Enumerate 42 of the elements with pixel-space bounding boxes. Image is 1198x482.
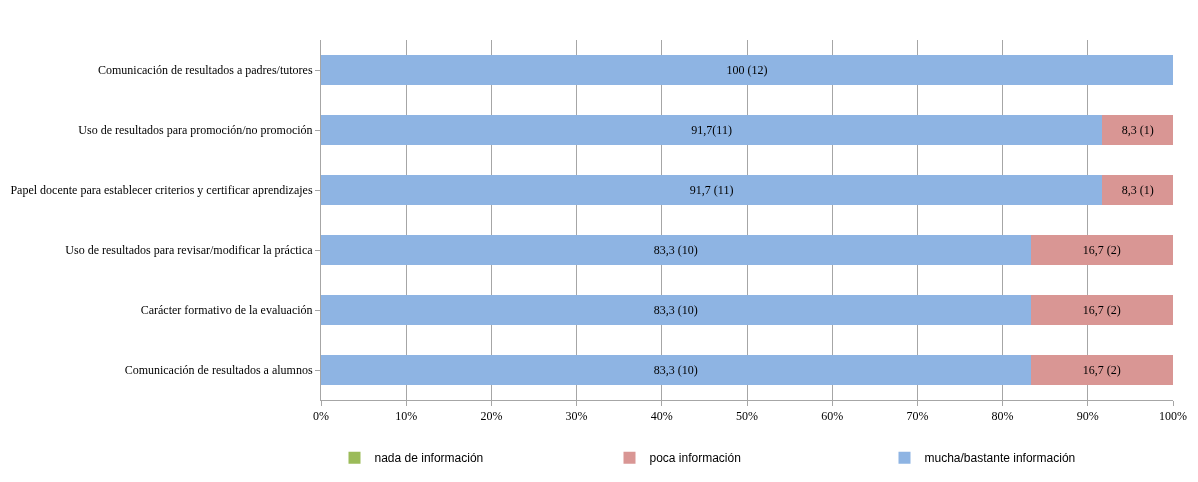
legend-label: nada de información [374,451,484,466]
data-label: 83,3 (10) [653,303,698,317]
x-tick-label: 10% [395,409,418,424]
bar [321,175,1103,205]
x-tick-label: 70% [906,409,929,424]
x-tick-label: 60% [821,409,844,424]
data-label: 16,7 (2) [1082,303,1121,317]
bar [1030,355,1173,385]
x-tick-label: 100% [1159,409,1187,424]
data-label: 91,7(11) [691,123,732,137]
bar [321,295,1031,325]
bar [1030,235,1173,265]
x-tick-label: 0% [313,409,329,424]
y-tick-label: Carácter formativo de la evaluación [140,303,313,318]
y-tick-label: Uso de resultados para promoción/no promoción [78,123,313,138]
legend-label: poca información [649,451,741,466]
y-tick-label: Comunicación de resultados a padres/tutores [97,63,313,78]
bar [321,235,1031,265]
x-tick-label: 80% [991,409,1014,424]
legend-label: mucha/bastante información [924,451,1076,466]
bar [321,355,1031,385]
data-label: 8,3 (1) [1121,123,1154,137]
data-label: 91,7 (11) [689,183,734,197]
y-tick-label: Comunicación de resultados a alumnos [124,363,313,378]
bar [1102,175,1173,205]
y-tick-label: Uso de resultados para revisar/modificar la práctica [65,243,314,258]
x-tick-label: 90% [1076,409,1099,424]
y-tick-label: Papel docente para establecer criterios y certificar aprendizajes [10,183,313,198]
x-tick-label: 40% [650,409,673,424]
bar [321,115,1103,145]
data-label: 83,3 (10) [653,243,698,257]
bar [321,55,1173,85]
data-label: 16,7 (2) [1082,243,1121,257]
bar [1102,115,1173,145]
x-tick-label: 30% [565,409,588,424]
data-label: 8,3 (1) [1121,183,1154,197]
data-label: 100 (12) [726,63,768,77]
bar [1030,295,1173,325]
data-label: 16,7 (2) [1082,363,1121,377]
data-label: 83,3 (10) [653,363,698,377]
x-tick-label: 20% [480,409,503,424]
x-tick-label: 50% [736,409,758,424]
